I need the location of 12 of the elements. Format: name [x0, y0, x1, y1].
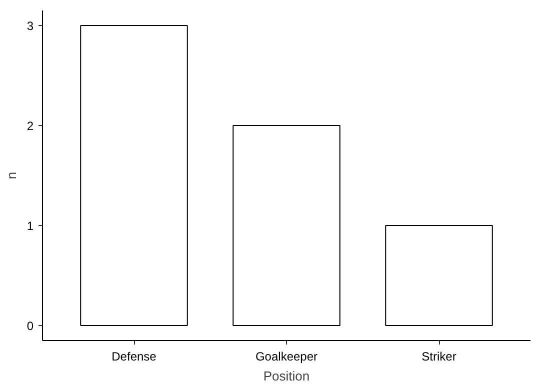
x-axis-title: Position: [263, 368, 310, 384]
x-tick-label: Defense: [112, 350, 157, 364]
y-tick-label: 3: [26, 19, 34, 33]
y-axis-title: n: [4, 172, 19, 180]
y-tick-label: 2: [26, 119, 34, 133]
x-tick-label: Goalkeeper: [255, 350, 318, 364]
bar: [385, 225, 493, 326]
bar: [80, 25, 188, 326]
bar: [232, 125, 340, 326]
y-tick-label: 1: [26, 219, 34, 233]
y-tick-label: 0: [26, 319, 34, 333]
x-tick-label: Striker: [422, 350, 456, 364]
